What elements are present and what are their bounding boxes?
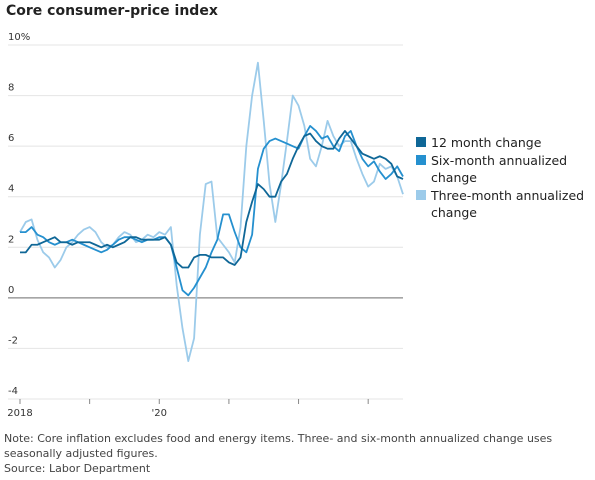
legend-swatch bbox=[416, 190, 426, 200]
x-tick-label: '20 bbox=[152, 408, 167, 419]
series-line bbox=[20, 130, 404, 269]
y-tick-label: 8 bbox=[8, 83, 14, 94]
legend-label: Three-month annualized change bbox=[431, 188, 585, 220]
note: Note: Core inflation excludes food and e… bbox=[4, 432, 553, 460]
y-tick-label: 2 bbox=[8, 234, 14, 245]
y-tick-label: -4 bbox=[8, 386, 18, 397]
y-tick-label: 10% bbox=[8, 32, 30, 43]
series-line bbox=[19, 61, 404, 362]
legend-item: 12 month change bbox=[416, 134, 594, 151]
series-line bbox=[20, 125, 404, 297]
legend-swatch bbox=[416, 137, 426, 147]
legend-swatch bbox=[416, 155, 426, 165]
y-tick-label: 4 bbox=[8, 184, 14, 195]
x-tick-label: 2018 bbox=[7, 408, 32, 419]
source: Source: Labor Department bbox=[4, 462, 151, 475]
legend-item: Three-month annualized change bbox=[416, 187, 594, 221]
chart-title: Core consumer-price index bbox=[6, 3, 218, 19]
chart: -4 -2 0 2 4 6 8 10% 2018 '20 bbox=[7, 32, 404, 419]
legend: 12 month change Six-month annualized chan… bbox=[416, 134, 594, 222]
footnote: Note: Core inflation excludes food and e… bbox=[4, 431, 592, 476]
y-tick-label: 6 bbox=[8, 133, 14, 144]
y-tick-label: -2 bbox=[8, 335, 18, 346]
legend-label: Six-month annualized change bbox=[431, 153, 568, 185]
y-tick-label: 0 bbox=[8, 285, 14, 296]
legend-item: Six-month annualized change bbox=[416, 152, 594, 186]
legend-label: 12 month change bbox=[431, 135, 542, 150]
